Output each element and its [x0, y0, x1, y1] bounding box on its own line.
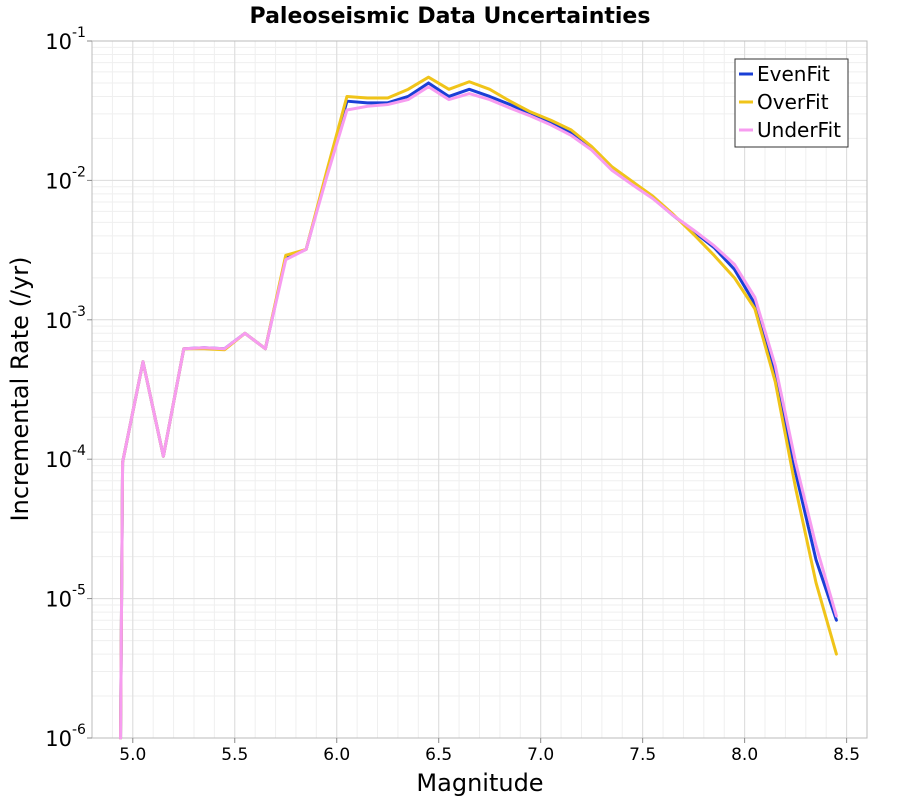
y-tick-label: 10 — [45, 448, 72, 472]
legend-label-overfit: OverFit — [757, 90, 829, 114]
series-line-underfit — [119, 85, 838, 740]
x-tick-label: 6.5 — [425, 745, 452, 765]
y-tick-label: 10 — [45, 169, 72, 193]
y-tick-exponent: -3 — [72, 304, 86, 320]
x-tick-label: 8.5 — [833, 745, 860, 765]
series-layer — [119, 75, 838, 740]
x-axis-label: Magnitude — [416, 769, 543, 797]
legend: EvenFit OverFit UnderFit — [734, 58, 849, 148]
y-tick-label: 10 — [45, 309, 72, 333]
y-tick-exponent: -2 — [72, 164, 86, 180]
x-tick-label: 5.0 — [119, 745, 146, 765]
x-tick-label: 7.0 — [527, 745, 554, 765]
x-axis-ticks: 5.0 5.5 6.0 6.5 7.0 7.5 8.0 8.5 — [119, 738, 860, 765]
y-tick-label: 10 — [45, 727, 72, 751]
legend-label-underfit: UnderFit — [757, 118, 841, 142]
y-tick-exponent: -6 — [72, 722, 86, 738]
chart-title: Paleoseismic Data Uncertainties — [250, 4, 651, 29]
x-tick-label: 7.5 — [629, 745, 656, 765]
y-axis-ticks: 10-110-210-310-410-510-6 — [45, 25, 92, 751]
y-tick-exponent: -5 — [72, 583, 86, 599]
legend-label-evenfit: EvenFit — [757, 62, 830, 86]
x-tick-label: 6.0 — [323, 745, 350, 765]
y-tick-exponent: -1 — [72, 25, 86, 41]
y-tick-label: 10 — [45, 588, 72, 612]
y-axis-label: Incremental Rate (/yr) — [6, 257, 34, 522]
x-tick-label: 5.5 — [221, 745, 248, 765]
x-tick-label: 8.0 — [731, 745, 758, 765]
plot-frame — [91, 40, 868, 739]
y-tick-exponent: -4 — [72, 443, 86, 459]
y-tick-label: 10 — [45, 30, 72, 54]
legend-box — [734, 58, 849, 148]
